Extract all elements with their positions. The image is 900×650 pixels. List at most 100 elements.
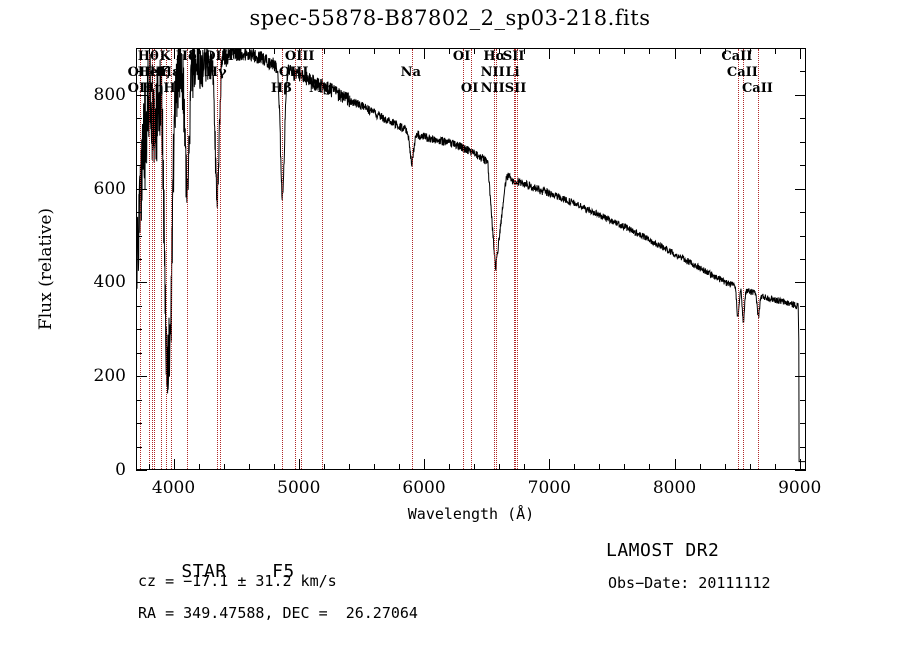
y-minor-tick <box>136 141 142 143</box>
x-tick-label: 8000 <box>652 478 697 498</box>
gridline <box>187 49 189 469</box>
x-minor-tick-top <box>624 48 626 54</box>
x-minor-tick-top <box>148 48 150 54</box>
spectral-line-label: Hδ <box>175 49 197 64</box>
y-major-tick-right <box>795 188 806 190</box>
y-minor-tick <box>136 259 142 260</box>
x-minor-tick-top <box>223 48 225 54</box>
spectral-line-label: CaII <box>721 49 753 64</box>
y-minor-tick-right <box>800 259 806 260</box>
x-minor-tick-top <box>449 48 451 54</box>
x-tick-label: 6000 <box>402 478 446 498</box>
gridline <box>300 49 303 469</box>
y-minor-tick <box>136 329 142 331</box>
y-minor-tick-right <box>800 235 806 237</box>
x-minor-tick-top <box>348 48 350 54</box>
spectral-line-label: OI <box>452 49 471 64</box>
x-minor-tick <box>749 464 751 470</box>
spectral-line-label: CaII <box>741 81 773 96</box>
x-minor-tick <box>774 464 776 470</box>
gridline <box>217 49 219 469</box>
y-tick-label: 600 <box>93 178 126 199</box>
x-minor-tick <box>524 464 526 470</box>
gridline <box>758 49 760 469</box>
y-minor-tick-right <box>800 305 806 307</box>
plot-area <box>136 48 806 470</box>
x-minor-tick <box>323 464 325 470</box>
spectral-line-label: Hγ <box>205 65 227 80</box>
gridline <box>220 49 222 469</box>
x-minor-tick <box>599 464 601 470</box>
x-minor-tick <box>499 464 501 470</box>
x-major-tick <box>799 459 801 470</box>
spectral-line-label: OI <box>460 81 479 96</box>
x-minor-tick-top <box>774 48 776 54</box>
y-minor-tick <box>136 352 142 354</box>
x-minor-tick <box>699 464 701 470</box>
y-minor-tick-right <box>800 329 806 331</box>
x-major-tick-top <box>674 48 676 59</box>
x-minor-tick-top <box>248 48 250 54</box>
x-minor-tick <box>373 464 375 470</box>
x-minor-tick <box>198 464 200 470</box>
x-tick-label: 9000 <box>778 478 822 498</box>
obs-date: Obs−Date: 20111112 <box>608 574 771 592</box>
y-minor-tick <box>136 118 142 120</box>
gridline <box>495 49 498 469</box>
y-major-tick-right <box>795 94 806 96</box>
gridline <box>743 49 745 469</box>
page-title: spec-55878-B87802_2_sp03-218.fits <box>249 6 651 30</box>
y-minor-tick-right <box>800 71 806 73</box>
x-minor-tick-top <box>373 48 375 54</box>
x-minor-tick <box>574 464 576 470</box>
x-tick-label: 7000 <box>527 478 571 498</box>
x-minor-tick-top <box>273 48 275 54</box>
x-minor-tick-top <box>524 48 526 54</box>
y-major-tick <box>136 470 147 471</box>
gridline <box>282 49 284 469</box>
gridline <box>160 49 163 469</box>
x-major-tick <box>298 459 300 470</box>
y-minor-tick <box>136 399 142 401</box>
x-major-tick <box>173 459 175 470</box>
x-minor-tick <box>474 464 476 470</box>
x-minor-tick <box>148 464 150 470</box>
x-major-tick <box>674 459 676 470</box>
spectral-line-label: OIII <box>204 49 234 64</box>
x-minor-tick <box>398 464 400 470</box>
survey-name: LAMOST DR2 <box>606 540 720 561</box>
gridline <box>170 49 173 469</box>
y-major-tick <box>136 282 147 284</box>
spectral-line-label: Hζ <box>149 65 170 80</box>
spectral-line-label: SII <box>504 81 527 96</box>
y-minor-tick <box>136 48 142 49</box>
spectrum-curve <box>137 49 805 463</box>
spectral-line-label: HeI <box>137 65 165 80</box>
gridline <box>294 49 297 469</box>
object-type-label: STAR F5 <box>136 540 295 603</box>
gridline <box>493 49 496 469</box>
x-axis-title: Wavelength (Å) <box>407 505 535 523</box>
spectral-line-label: Na <box>400 65 421 80</box>
gridline <box>516 49 519 469</box>
y-tick-label: 400 <box>93 272 126 293</box>
y-minor-tick-right <box>800 212 806 214</box>
x-minor-tick-top <box>649 48 651 54</box>
x-minor-tick <box>348 464 350 470</box>
x-minor-tick <box>223 464 225 470</box>
y-major-tick <box>136 376 147 378</box>
x-minor-tick-top <box>599 48 601 54</box>
redshift-velocity: cz = −17.1 ± 31.2 km/s <box>138 572 337 590</box>
y-minor-tick <box>136 212 142 214</box>
y-major-tick-right <box>795 282 806 284</box>
x-major-tick <box>424 459 426 470</box>
spectral-line-label: OII <box>127 65 152 80</box>
spectral-line-label: Li <box>505 65 520 80</box>
spectral-line-label: H <box>163 81 176 96</box>
y-major-tick-right <box>795 470 806 471</box>
x-minor-tick-top <box>198 48 200 54</box>
gridline <box>411 49 414 469</box>
spectral-line-label: Mg <box>308 81 333 96</box>
spectral-line-label: Hβ <box>270 81 292 96</box>
